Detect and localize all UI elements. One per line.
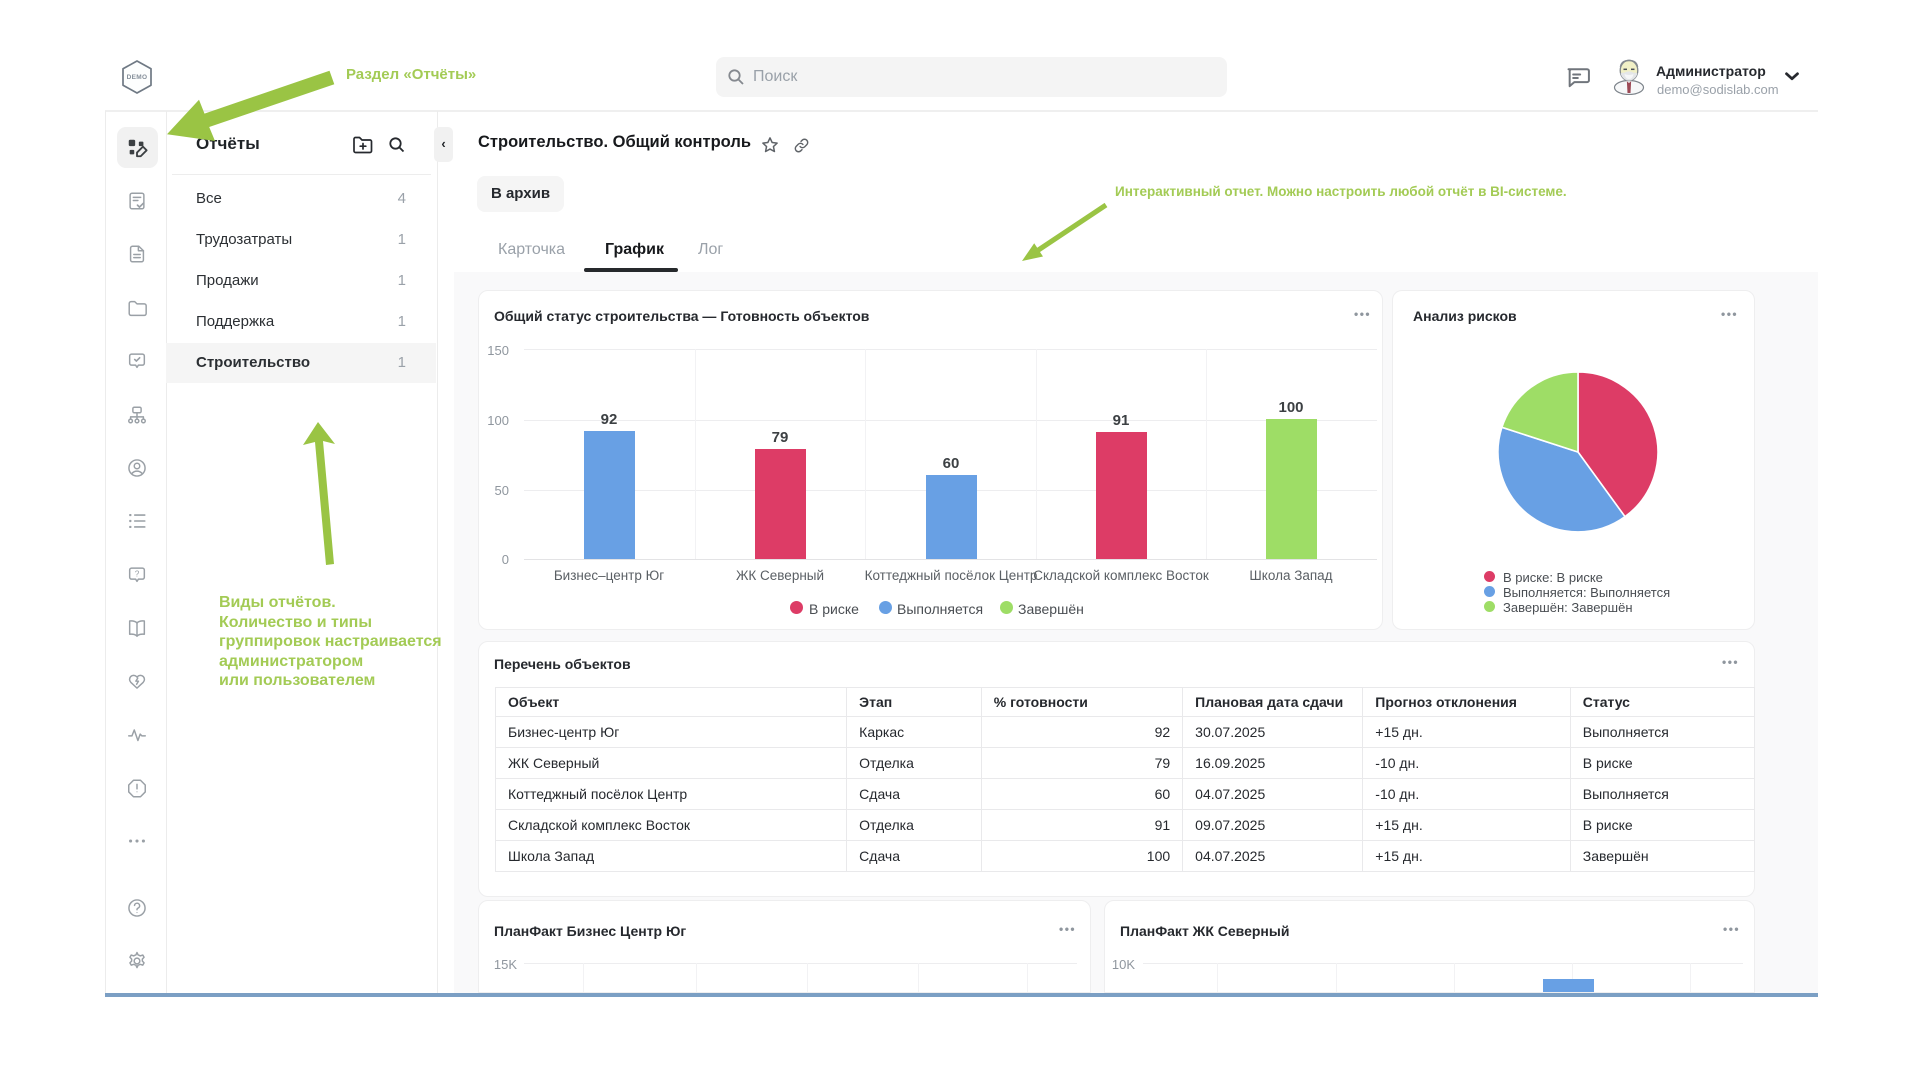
svg-text:?: ? (135, 570, 140, 579)
svg-text:DEMO: DEMO (127, 74, 148, 81)
